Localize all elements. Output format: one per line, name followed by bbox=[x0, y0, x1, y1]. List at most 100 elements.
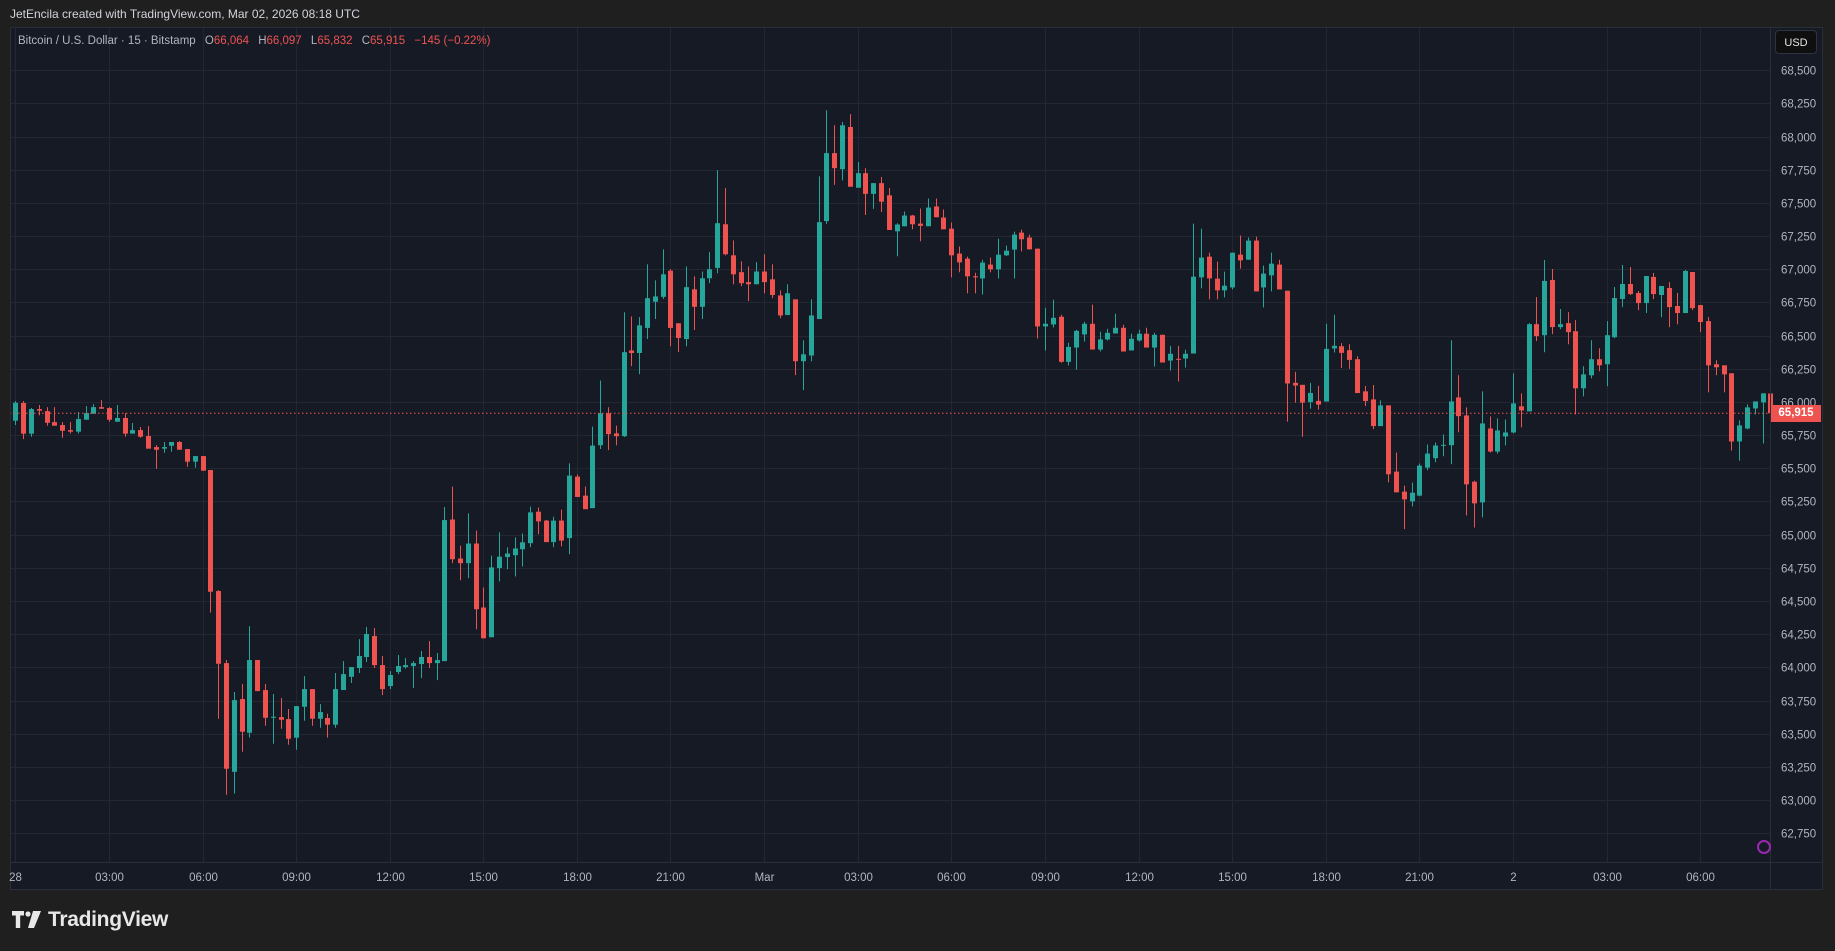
candle-down bbox=[1628, 266, 1633, 295]
candle-up bbox=[411, 661, 416, 689]
candle-body bbox=[364, 634, 369, 657]
candle-down bbox=[949, 222, 954, 278]
candle-body bbox=[692, 289, 697, 307]
candle-up bbox=[1199, 228, 1204, 289]
candle-body bbox=[1019, 232, 1024, 240]
candle-down bbox=[1176, 345, 1181, 382]
candle-body bbox=[37, 409, 42, 411]
candle-down bbox=[216, 590, 221, 719]
candle-body bbox=[1753, 401, 1758, 409]
candle-down bbox=[286, 709, 291, 745]
candle-up bbox=[396, 655, 401, 675]
candle-body bbox=[895, 224, 900, 232]
currency-button[interactable]: USD bbox=[1775, 30, 1817, 54]
candle-down bbox=[1059, 314, 1064, 363]
time-tick-label: 21:00 bbox=[1405, 872, 1434, 884]
candle-down bbox=[1254, 236, 1259, 292]
candle-body bbox=[1573, 331, 1578, 389]
candle-body bbox=[1300, 384, 1305, 403]
candle-down bbox=[255, 660, 260, 692]
candle-down bbox=[263, 684, 268, 726]
candle-up bbox=[489, 555, 494, 638]
candle-up bbox=[1098, 331, 1103, 352]
candle-body bbox=[840, 125, 845, 170]
candle-up bbox=[1230, 252, 1235, 290]
candle-body bbox=[1729, 373, 1734, 442]
candle-body bbox=[1332, 345, 1337, 349]
candle-body bbox=[1144, 333, 1149, 348]
candle-up bbox=[388, 671, 393, 690]
candle-body bbox=[996, 254, 1001, 270]
candle-body bbox=[208, 470, 213, 592]
candle-body bbox=[310, 689, 315, 719]
candle-up bbox=[76, 412, 81, 434]
candle-down bbox=[240, 684, 245, 752]
candle-body bbox=[489, 567, 494, 638]
candle-down bbox=[52, 407, 57, 426]
candle-down bbox=[107, 407, 112, 422]
candle-down bbox=[1534, 297, 1539, 342]
time-axis: 28 03:00 06:00 09:00 12:00 15:00 18:00 21:00 Mar… bbox=[9, 872, 1715, 884]
candle-body bbox=[1698, 305, 1703, 323]
candle-down bbox=[224, 660, 229, 795]
candle-down bbox=[123, 413, 128, 437]
candle-body bbox=[1316, 400, 1321, 405]
price-tick-label: 63,000 bbox=[1781, 796, 1816, 808]
candle-body bbox=[513, 548, 518, 556]
candle-body bbox=[1269, 263, 1274, 276]
tradingview-logo[interactable]: TradingView bbox=[12, 908, 168, 932]
high-label: H bbox=[258, 35, 267, 47]
candle-body bbox=[1012, 234, 1017, 250]
candle-up bbox=[996, 238, 1001, 279]
candle-up bbox=[318, 704, 323, 728]
candle-down bbox=[1464, 407, 1469, 516]
candle-down bbox=[208, 470, 213, 613]
candle-body bbox=[1620, 283, 1625, 299]
candle-body bbox=[123, 418, 128, 434]
candle-body bbox=[770, 279, 775, 295]
candle-up bbox=[271, 694, 276, 744]
candle-body bbox=[746, 282, 751, 285]
candle-up bbox=[466, 513, 471, 579]
candle-body bbox=[778, 295, 783, 316]
candle-down bbox=[68, 422, 73, 434]
candle-up bbox=[715, 170, 720, 274]
candle-body bbox=[1495, 430, 1500, 452]
candle-body bbox=[1230, 252, 1235, 288]
candle-down bbox=[536, 507, 541, 535]
candle-body bbox=[68, 430, 73, 432]
candle-up bbox=[1410, 482, 1415, 507]
candle-up bbox=[1441, 434, 1446, 457]
candle-down bbox=[1519, 393, 1524, 428]
chart-panel-background bbox=[10, 27, 1823, 890]
candle-body bbox=[1035, 248, 1040, 327]
price-tick-label: 64,000 bbox=[1781, 663, 1816, 675]
price-tick-label: 62,750 bbox=[1781, 829, 1816, 841]
candle-down bbox=[1277, 259, 1282, 290]
candle-up bbox=[809, 299, 814, 362]
candle-up bbox=[29, 408, 34, 437]
candle-body bbox=[1105, 332, 1110, 340]
go-to-realtime-icon[interactable] bbox=[1757, 840, 1771, 854]
time-tick-label: 09:00 bbox=[282, 872, 311, 884]
candle-up bbox=[1168, 345, 1173, 371]
candle-body bbox=[1527, 324, 1532, 412]
candle-body bbox=[1059, 316, 1064, 362]
candle-down bbox=[1729, 373, 1734, 451]
candle-down bbox=[918, 208, 923, 242]
candle-down bbox=[138, 427, 143, 438]
candle-body bbox=[1581, 374, 1586, 389]
candle-body bbox=[1261, 273, 1266, 288]
low-value: 65,832 bbox=[317, 35, 353, 47]
candle-down bbox=[863, 168, 868, 215]
candle-down bbox=[1347, 344, 1352, 369]
symbol-name[interactable]: Bitcoin / U.S. Dollar · 15 · Bitstamp bbox=[18, 35, 196, 47]
candle-body bbox=[201, 456, 206, 471]
candle-up bbox=[700, 271, 705, 320]
open-label: O bbox=[204, 35, 214, 47]
candle-up bbox=[801, 340, 806, 391]
candle-body bbox=[1503, 432, 1508, 437]
chart-panel-border bbox=[10, 27, 1823, 890]
candle-up bbox=[497, 532, 502, 582]
